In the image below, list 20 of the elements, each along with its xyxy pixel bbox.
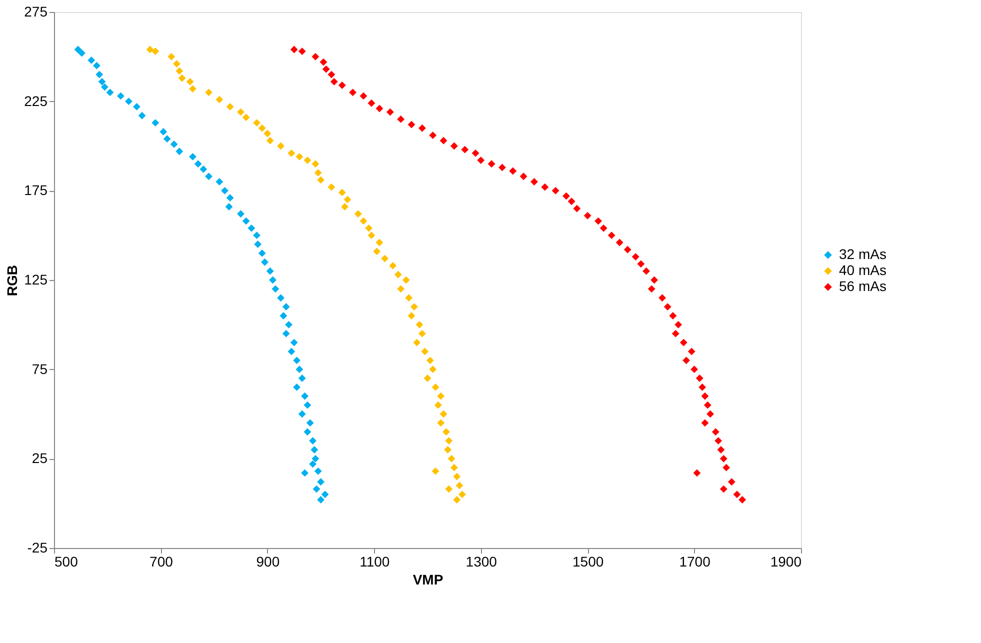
x-tick-label: 500 [54,554,78,570]
x-tick-label: 1500 [572,554,604,570]
y-tick-label: 275 [24,4,48,20]
x-axis-title: VMP [412,572,444,588]
x-tick-label: 1300 [466,554,498,570]
y-tick-label: 225 [24,92,48,109]
y-tick-label: 175 [24,182,48,198]
x-tick-label: 700 [150,554,174,570]
y-axis-title: RGB [4,264,20,296]
x-tick-label: 1700 [679,554,711,570]
y-tick-label: -25 [27,540,48,556]
x-tick-label: 900 [256,554,280,570]
x-tick-label: 1900 [770,554,802,570]
y-tick-label: 125 [24,272,48,288]
y-tick-label: 25 [32,450,48,466]
y-tick-label: 75 [32,360,48,377]
legend-label: 40 mAs [839,262,886,278]
legend-label: 56 mAs [839,278,886,294]
legend-label: 32 mAs [839,246,886,262]
x-tick-label: 1100 [360,554,390,570]
